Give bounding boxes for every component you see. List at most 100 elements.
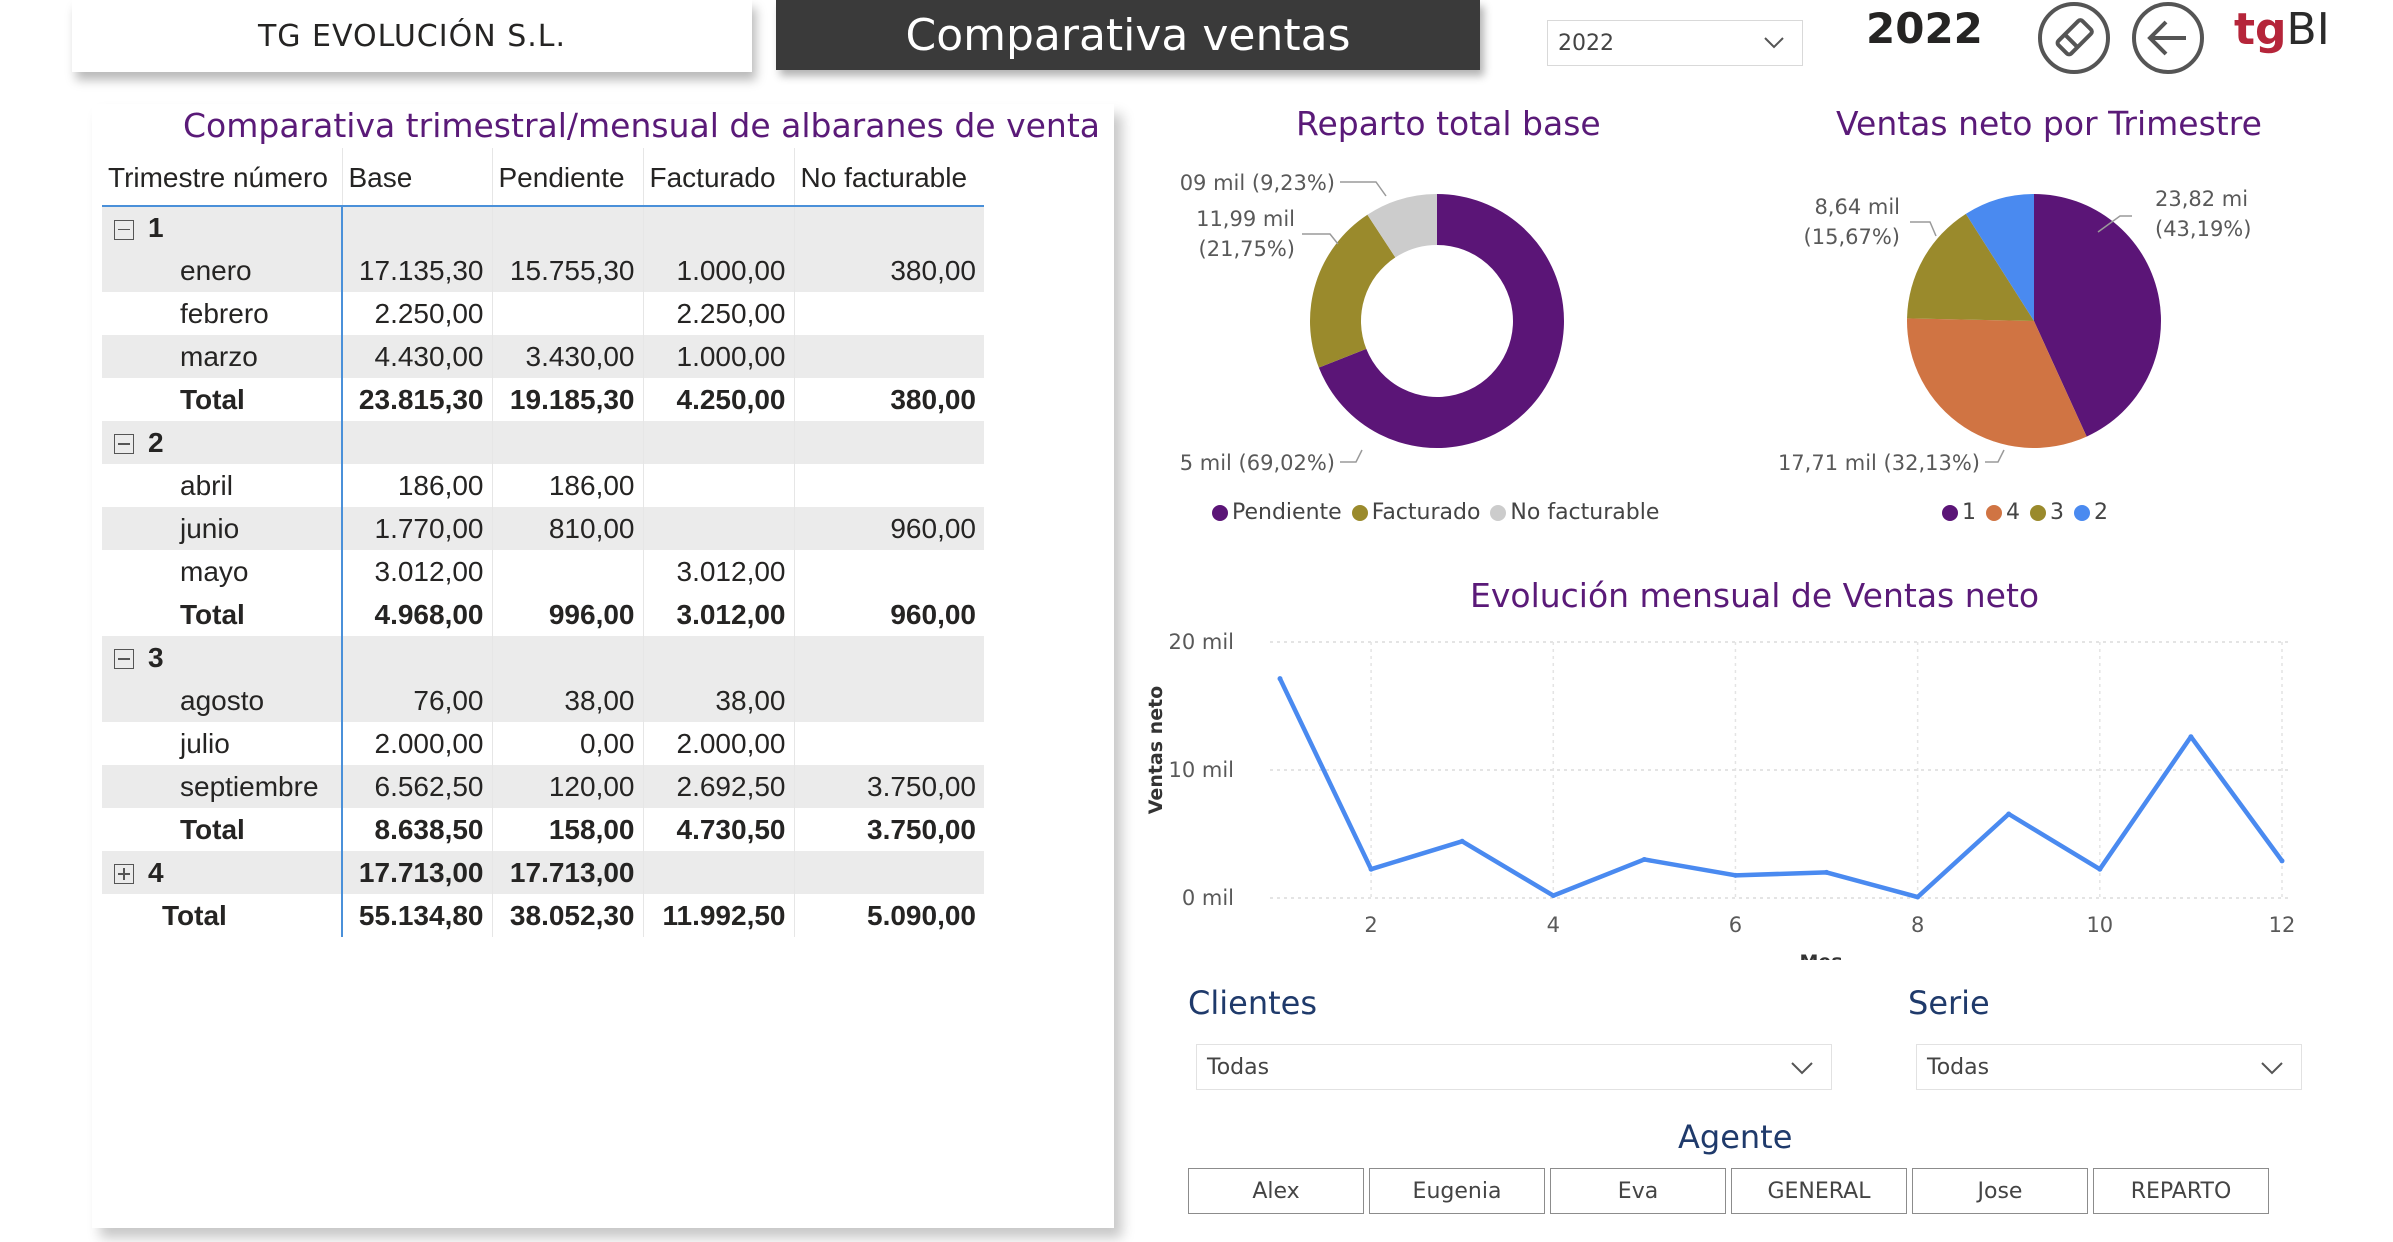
data-point[interactable]	[1915, 894, 1921, 900]
month-label: marzo	[180, 340, 258, 372]
donut-data-label: 11,99 mil	[1196, 207, 1295, 231]
column-header[interactable]: Facturado	[642, 148, 794, 207]
serie-dropdown[interactable]: Todas	[1916, 1044, 2302, 1090]
data-point[interactable]	[1824, 869, 1830, 875]
table-cell: 4.250,00	[642, 378, 794, 421]
donut-chart-title: Reparto total base	[1296, 104, 1601, 143]
pie-slice-1[interactable]	[2034, 194, 2161, 437]
table-row: mayo 3.012,00 3.012,00	[102, 550, 984, 593]
agente-option-eva[interactable]: Eva	[1550, 1168, 1726, 1214]
column-header[interactable]: No facturable	[793, 148, 984, 207]
pie-legend-item[interactable]: 2	[2074, 500, 2108, 525]
table-cell	[491, 292, 643, 335]
table-row: abril 186,00 186,00	[102, 464, 984, 507]
pie-leader-line	[1985, 449, 2005, 463]
clientes-dropdown-value: Todas	[1207, 1054, 1270, 1080]
line-chart[interactable]: 0 mil 10 mil 20 mil 2 4 6 8 10 12 Mes Ventas neto	[1140, 620, 2320, 960]
x-tick-label: 4	[1547, 913, 1560, 937]
collapse-icon[interactable]	[114, 219, 134, 240]
total-label: Total	[180, 813, 245, 845]
year-dropdown-value: 2022	[1558, 30, 1614, 56]
y-tick-label: 0 mil	[1182, 886, 1234, 910]
collapse-icon[interactable]	[114, 649, 134, 670]
legend-dot-icon	[1490, 504, 1507, 521]
data-point[interactable]	[2006, 811, 2012, 817]
legend-dot-icon	[1942, 504, 1958, 521]
matrix-panel: Comparativa trimestral/mensual de albara…	[92, 104, 1114, 1228]
data-point[interactable]	[1368, 866, 1374, 872]
donut-data-label: 38,05 mil (69,02%)	[1180, 451, 1335, 475]
agente-option-alex[interactable]: Alex	[1188, 1168, 1364, 1214]
table-cell: 380,00	[793, 249, 984, 292]
year-dropdown[interactable]: 2022	[1547, 20, 1803, 66]
donut-legend-item[interactable]: Pendiente	[1212, 500, 1342, 525]
pie-slice-3[interactable]	[1907, 213, 2034, 321]
back-button[interactable]	[2128, 0, 2208, 76]
quarter-label: 2	[148, 426, 164, 458]
table-cell	[341, 636, 492, 679]
table-row: febrero 2.250,00 2.250,00	[102, 292, 984, 335]
table-cell: 158,00	[491, 808, 643, 851]
x-axis-label: Mes	[1799, 951, 1842, 960]
clear-filters-button[interactable]	[2034, 0, 2114, 76]
data-point[interactable]	[1459, 838, 1465, 844]
donut-slice-facturado[interactable]	[1310, 214, 1396, 368]
data-point[interactable]	[1277, 676, 1283, 682]
clientes-dropdown[interactable]: Todas	[1196, 1044, 1832, 1090]
donut-legend-label: Facturado	[1371, 500, 1481, 525]
table-cell	[793, 206, 984, 249]
total-row: Total 4.968,00 996,00 3.012,00 960,00	[102, 593, 984, 636]
data-point[interactable]	[2279, 858, 2285, 864]
table-cell: 2.250,00	[341, 292, 492, 335]
agente-option-general[interactable]: GENERAL	[1731, 1168, 1907, 1214]
line-chart-title: Evolución mensual de Ventas neto	[1470, 576, 2040, 615]
legend-dot-icon	[2030, 504, 2046, 521]
chevron-down-icon	[1791, 1062, 1813, 1075]
donut-legend-item[interactable]: Facturado	[1351, 500, 1481, 525]
table-cell	[642, 507, 794, 550]
table-cell	[341, 206, 492, 249]
pie-legend-item[interactable]: 3	[2030, 500, 2064, 525]
month-label: febrero	[180, 297, 269, 329]
pie-legend-item[interactable]: 1	[1942, 500, 1976, 525]
quarter-label: 4	[148, 856, 164, 888]
data-point[interactable]	[1550, 893, 1556, 899]
pie-legend-item[interactable]: 4	[1986, 500, 2020, 525]
legend-dot-icon	[1351, 504, 1368, 521]
total-row: Total 8.638,50 158,00 4.730,50 3.750,00	[102, 808, 984, 851]
data-point[interactable]	[2097, 866, 2103, 872]
column-header[interactable]: Base	[341, 148, 492, 207]
agente-slicer-title: Agente	[1678, 1118, 1793, 1156]
table-cell	[642, 206, 794, 249]
month-label: mayo	[180, 555, 249, 587]
column-header[interactable]: Pendiente	[491, 148, 643, 207]
data-point[interactable]	[1641, 856, 1647, 862]
table-cell: 76,00	[341, 679, 492, 722]
selected-year: 2022	[1866, 4, 1983, 53]
donut-legend-item[interactable]: No facturable	[1490, 500, 1659, 525]
pie-slice-4[interactable]	[1907, 318, 2087, 448]
series-line[interactable]	[1277, 677, 2284, 900]
table-row: agosto 76,00 38,00 38,00	[102, 679, 984, 722]
data-point[interactable]	[1732, 872, 1738, 878]
agente-option-jose[interactable]: Jose	[1912, 1168, 2088, 1214]
agente-option-reparto[interactable]: REPARTO	[2093, 1168, 2269, 1214]
table-cell: 4.430,00	[341, 335, 492, 378]
table-cell	[642, 636, 794, 679]
donut-slice-no-facturable[interactable]	[1367, 194, 1437, 258]
pie-slice-2[interactable]	[1965, 194, 2034, 321]
pie-chart[interactable]: 23,82 mil (43,19%) 8,64 mil (15,67%) 17,71 m…	[1780, 160, 2250, 490]
pie-legend-label: 3	[2050, 500, 2064, 525]
x-tick-label: 6	[1729, 913, 1742, 937]
expand-icon[interactable]	[114, 864, 134, 885]
data-point[interactable]	[2188, 734, 2194, 740]
donut-chart[interactable]: 5,09 mil (9,23%) 11,99 mil (21,75%) 38,05 m…	[1180, 160, 1640, 490]
donut-slice-pendiente[interactable]	[1318, 194, 1564, 449]
agente-option-eugenia[interactable]: Eugenia	[1369, 1168, 1545, 1214]
column-header[interactable]: Trimestre número	[102, 148, 342, 207]
collapse-icon[interactable]	[114, 434, 134, 455]
table-cell: 11.992,50	[642, 894, 794, 937]
donut-leader-line	[1340, 181, 1387, 197]
quarter-row: 4 17.713,00 17.713,00	[102, 851, 984, 894]
table-cell	[642, 851, 794, 894]
